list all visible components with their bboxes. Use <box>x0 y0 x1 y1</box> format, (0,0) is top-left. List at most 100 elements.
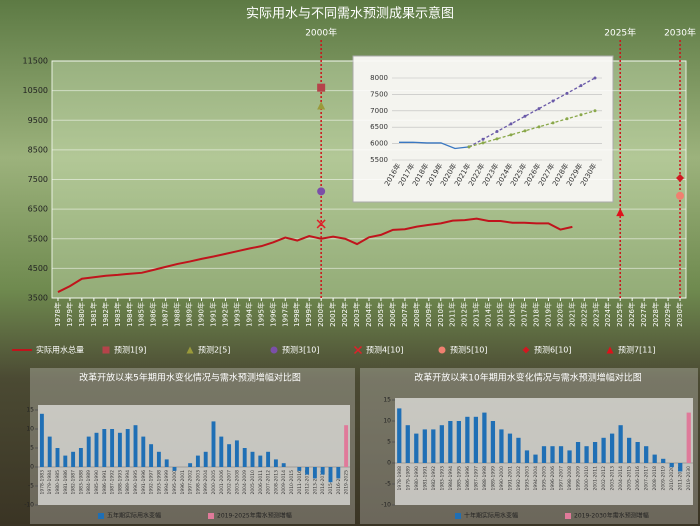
x-tick-label: 2011-2016 <box>297 470 303 495</box>
x-tick-label: 2000年 <box>316 302 325 327</box>
x-tick-label: 2023年 <box>591 302 600 327</box>
bar <box>652 454 657 463</box>
x-tick-label: 2028年 <box>651 302 660 327</box>
x-tick-label: 1997-2007 <box>559 466 565 491</box>
x-tick-label: 1981年 <box>89 302 98 327</box>
y-tick-label: 6500 <box>370 123 388 131</box>
x-tick-label: 1991-2001 <box>507 466 513 491</box>
x-tick-label: 1986年 <box>149 302 158 327</box>
bar <box>117 432 122 467</box>
x-tick-label: 1997-2002 <box>188 470 194 495</box>
x-tick-label: 2010-2020 <box>669 466 675 491</box>
x-tick-label: 1989-1994 <box>125 470 131 495</box>
bar <box>499 429 504 463</box>
legend-marker <box>438 346 446 354</box>
bar <box>266 451 271 467</box>
x-tick-label: 1984年 <box>125 302 134 327</box>
x-tick-label: 2011年 <box>448 302 457 327</box>
line <box>57 217 573 293</box>
x-tick-label: 1991年 <box>208 302 217 327</box>
marker <box>565 91 569 95</box>
marker <box>579 84 583 88</box>
inset-panel <box>352 55 614 203</box>
x-tick-label: 2019-2030 <box>686 466 692 491</box>
x-tick-label: 1984-1994 <box>448 466 454 491</box>
x-tick-label: 2029年 <box>663 302 672 327</box>
marker <box>676 174 685 183</box>
bar <box>273 459 278 467</box>
x-tick-label: 1994-1999 <box>164 470 170 495</box>
legend-marker <box>565 513 571 519</box>
bar <box>78 448 83 467</box>
x-tick-label: 2004-2014 <box>618 466 624 491</box>
bar <box>234 440 239 467</box>
bar <box>149 444 154 467</box>
legend-label: 预测5[10] <box>450 345 488 355</box>
line <box>468 110 596 148</box>
x-tick-label: 2030年 <box>675 302 684 327</box>
x-tick-label: 1993年 <box>232 302 241 327</box>
y-tick-label: 6000 <box>370 140 388 148</box>
reference-label: 2025年 <box>604 27 636 39</box>
bar <box>533 454 538 463</box>
y-tick-label: -10 <box>381 502 391 509</box>
bar <box>211 421 216 467</box>
marker <box>523 129 527 133</box>
x-tick-label: 2014年 <box>484 302 493 327</box>
x-tick-label: 2010年 <box>436 302 445 327</box>
x-tick-label: 1982年 <box>101 302 110 327</box>
bar <box>336 467 341 479</box>
x-tick-label: 1987-1997 <box>473 466 479 491</box>
x-tick-label: 2025年 <box>615 302 624 327</box>
legend-label: 预测3[10] <box>282 345 320 355</box>
x-tick-label: 1996-2001 <box>180 470 186 495</box>
reference-label: 2030年 <box>664 27 696 39</box>
x-tick-label: 2006-2011 <box>258 470 264 495</box>
bar <box>156 451 161 467</box>
legend-label: 预测1[9] <box>114 345 146 355</box>
x-tick-label: 1987-1992 <box>110 470 116 495</box>
legend-label: 预测7[11] <box>618 345 656 355</box>
x-tick-label: 2015年 <box>496 302 505 327</box>
x-tick-label: 1986-1991 <box>102 470 108 495</box>
x-tick-label: 1988-1998 <box>482 466 488 491</box>
bar <box>39 413 44 467</box>
bar <box>661 458 666 463</box>
x-tick-label: 1999年 <box>304 302 313 327</box>
x-tick-label: 2001-2006 <box>219 470 225 495</box>
bar <box>609 433 615 463</box>
x-tick-label: 1980-1985 <box>55 470 61 495</box>
x-tick-label: 1980年 <box>77 302 86 327</box>
bar <box>448 421 453 463</box>
x-tick-label: 1985-1995 <box>456 466 462 491</box>
y-tick-label: 7500 <box>28 175 48 184</box>
x-tick-label: 1997年 <box>280 302 289 327</box>
x-tick-label: 2021年 <box>567 302 576 327</box>
x-tick-label: 1993-1998 <box>156 470 162 495</box>
x-tick-label: 1989年 <box>185 302 194 327</box>
y-tick-label: 8000 <box>370 74 388 82</box>
x-tick-label: 1995-2005 <box>542 466 548 491</box>
y-tick-label: 5500 <box>28 234 48 243</box>
x-tick-label: 2000-2010 <box>584 466 590 491</box>
x-tick-label: 1983-1993 <box>439 466 445 491</box>
bar <box>141 436 146 467</box>
y-tick-label: 0 <box>30 464 34 471</box>
x-tick-label: 2006年 <box>388 302 397 327</box>
x-tick-label: 2005-2015 <box>627 466 633 491</box>
legend-marker <box>102 346 110 354</box>
marker <box>467 145 471 149</box>
marker <box>565 117 569 121</box>
x-tick-label: 1998-2008 <box>567 466 573 491</box>
marker <box>495 137 499 141</box>
bar <box>584 446 589 463</box>
x-tick-label: 1998年 <box>292 302 301 327</box>
x-tick-label: 1996-2006 <box>550 466 556 491</box>
marker <box>593 109 597 113</box>
x-tick-label: 2014-2019 <box>320 470 326 495</box>
x-tick-label: 2024年 <box>603 302 612 327</box>
x-tick-label: 2008-2013 <box>273 470 279 495</box>
x-tick-label: 1987年 <box>161 302 170 327</box>
legend-label: 2019-2030年需水预测增幅 <box>574 512 649 520</box>
x-tick-label: 1995-2000 <box>172 470 178 495</box>
